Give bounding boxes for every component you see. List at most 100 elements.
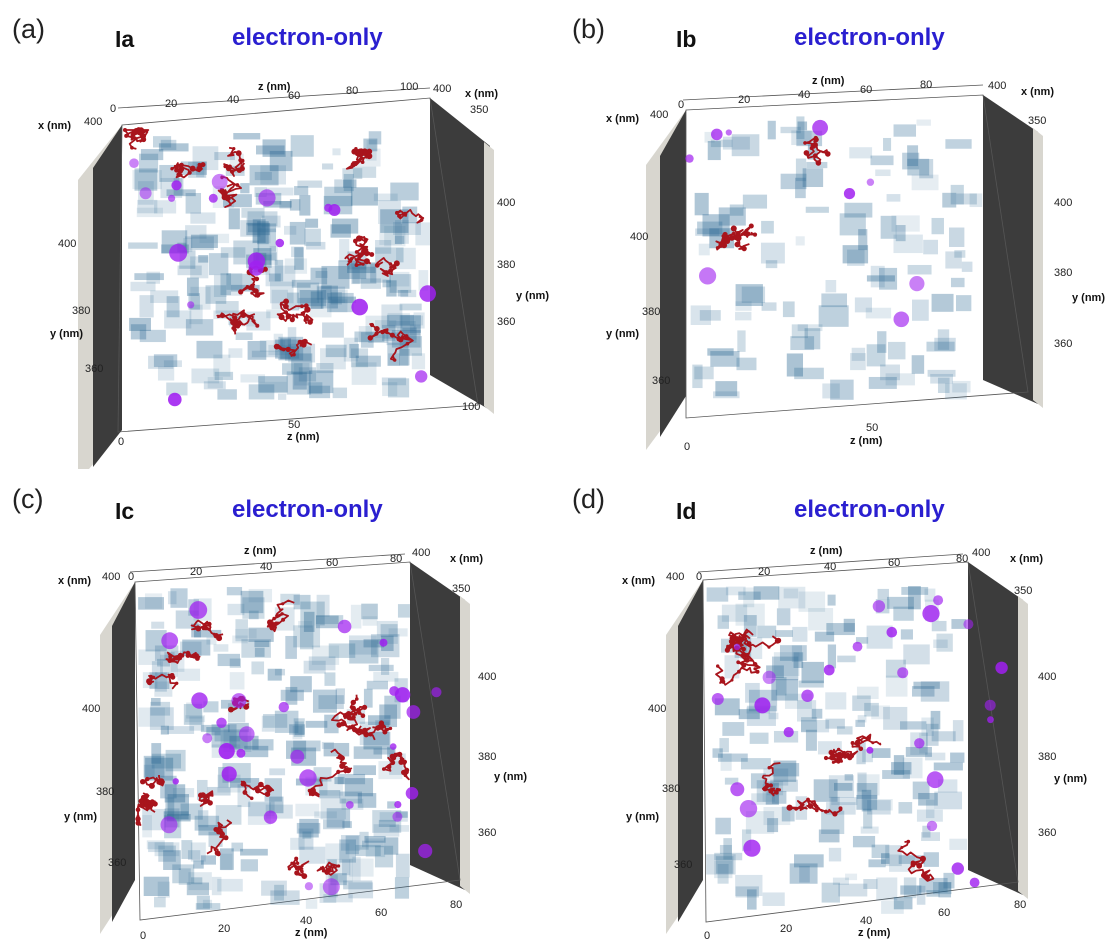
cluster-cube [318,695,344,710]
cluster-cube [190,256,209,279]
chain-node [812,142,818,148]
cluster-cube [252,223,271,244]
cluster-cube [918,792,938,806]
cluster-cube [167,794,189,816]
panel-b-scene: 0 20 40 60 80 z (nm) 400 x (nm) 400 350 … [606,75,1105,453]
sphere [345,801,354,809]
cluster-cube [128,242,158,249]
cluster-cube [256,145,285,155]
cluster-cube [791,645,803,662]
cluster-cube [900,721,927,730]
cluster-cube [157,881,170,898]
cluster-cube [911,355,925,374]
cluster-cube [322,322,344,338]
sphere [914,738,925,749]
tick: 0 [678,99,684,111]
cluster-cube [903,644,930,665]
cluster-cube [143,755,165,778]
chain-node [242,790,248,795]
cluster-cube [702,214,730,237]
cluster-cube [286,371,311,395]
cluster-cube [310,291,323,309]
sphere [987,716,994,724]
cluster-cube [305,218,319,228]
chain-node [753,667,757,671]
chain-node [187,170,192,175]
sphere [969,877,980,888]
sphere [933,595,944,606]
cluster-cube [190,234,218,249]
cluster-cube [226,587,243,596]
cluster-cube [244,745,269,758]
tick: 20 [758,566,770,578]
cluster-cube [911,686,935,697]
cluster-cube [150,290,179,303]
sphere [202,733,213,744]
cluster-cube [399,315,424,326]
cluster-cube [303,660,326,674]
cluster-cube [330,292,342,305]
chain-node [806,797,810,802]
sphere [711,693,724,705]
chain-node [374,262,380,268]
cluster-cube [743,587,755,608]
cluster-cube [791,324,808,339]
tick: 0 [118,436,124,448]
chain-node [292,352,296,357]
chain-node [223,835,229,841]
cluster-cube [298,620,313,628]
sphere [216,717,227,728]
tick: 360 [1054,338,1072,350]
cluster-cube [724,777,739,785]
cluster-cube [299,290,327,307]
chain-node [848,752,855,759]
cluster-cube [714,852,743,861]
cluster-cube [818,305,849,327]
chain-node [278,314,285,321]
cluster-cube [142,808,166,831]
cluster-cube [298,297,324,309]
cluster-cube [297,180,323,188]
chain-node [324,869,329,874]
cluster-cube [950,184,964,205]
panel-letter: (d) [572,484,605,514]
cluster-cube [134,273,164,281]
cluster-cube [368,715,391,725]
cluster-cube [254,171,272,181]
cluster-cube [330,873,347,886]
chain-node [158,778,165,785]
cluster-cube [180,803,203,820]
cluster-cube [831,797,858,806]
cluster-cube [393,221,421,235]
cluster-cube [220,273,232,296]
cluster-cube [149,707,174,730]
cluster-cube [907,145,919,167]
chain-node [228,706,234,713]
tick: 360 [85,363,103,375]
sphere [893,311,910,328]
cluster-cube [893,234,923,254]
cluster-cube [735,301,752,311]
sphere [168,392,182,407]
sphere [419,285,437,302]
cluster-cube [796,116,805,140]
chain-node [350,699,356,706]
cluster-cube [183,704,203,725]
cluster-cube [353,765,376,776]
tick: 0 [696,571,702,583]
cluster-cube [357,793,377,808]
cluster-cube [166,189,196,197]
cluster-cube [776,608,791,626]
cluster-cube [267,668,282,681]
cluster-cube [229,672,245,690]
tick: 400 [82,703,100,715]
cluster-cube [251,661,265,675]
cluster-cube [718,207,746,226]
tick: 350 [470,104,488,116]
chain-node [140,779,146,785]
cluster-cube [828,847,842,862]
panel-code: Ib [676,26,697,52]
cluster-cube [952,380,971,393]
cluster-cube [342,859,351,876]
cluster-cube [240,590,264,614]
